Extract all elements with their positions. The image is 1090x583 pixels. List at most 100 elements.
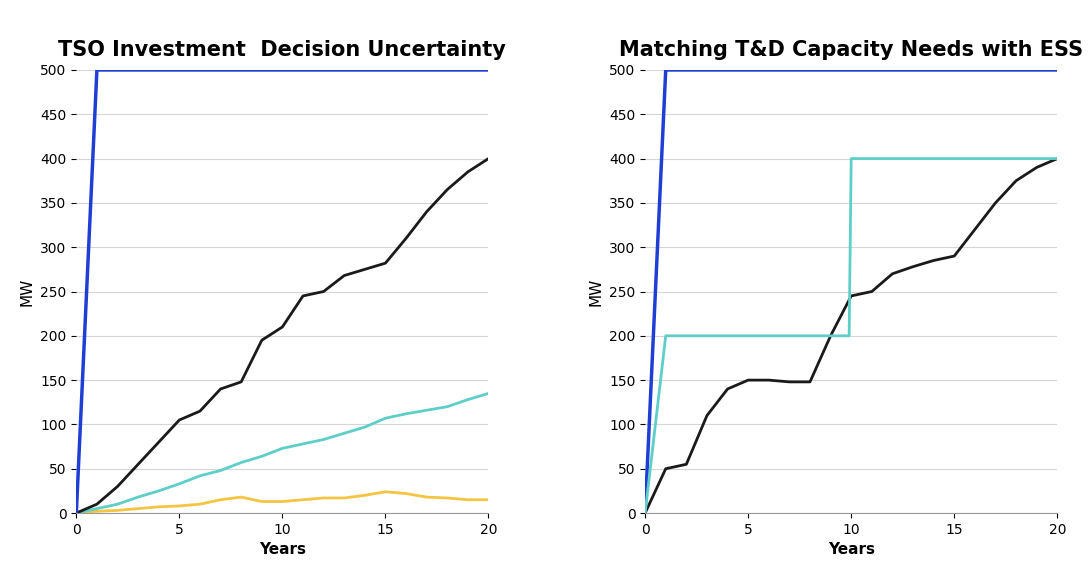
Line: MEDIUM LOAD GROWTH: MEDIUM LOAD GROWTH — [76, 394, 488, 513]
MEDIUM LOAD GROWTH — [193, 472, 206, 479]
LOW LOAD GROWTH — [482, 496, 495, 503]
HIGH LOAD GROWTH — [461, 168, 474, 175]
HIGH LOAD GROWTH — [482, 155, 495, 162]
HIGH LOAD GROWTH — [296, 293, 310, 300]
HIGH LOAD GROWTH — [111, 483, 124, 490]
LOW LOAD GROWTH — [338, 494, 351, 501]
MEDIUM LOAD GROWTH — [482, 390, 495, 397]
Y-axis label: MW: MW — [589, 278, 604, 305]
MEDIUM LOAD GROWTH — [234, 459, 247, 466]
MEDIUM LOAD GROWTH — [440, 403, 453, 410]
LOW LOAD GROWTH — [214, 496, 227, 503]
LOW LOAD GROWTH — [193, 501, 206, 508]
HIGH LOAD GROWTH — [720, 385, 734, 392]
HIGH LOAD GROWTH — [701, 412, 714, 419]
Line: LOW LOAD GROWTH: LOW LOAD GROWTH — [76, 492, 488, 513]
X-axis label: Years: Years — [259, 542, 306, 557]
ENERGY STORAGE — [639, 510, 652, 517]
HIGH LOAD GROWTH — [803, 378, 816, 385]
MEDIUM LOAD GROWTH — [173, 480, 186, 487]
HIGH LOAD GROWTH — [968, 226, 981, 233]
LOW LOAD GROWTH — [359, 492, 372, 499]
LOW LOAD GROWTH — [255, 498, 268, 505]
MEDIUM LOAD GROWTH — [379, 415, 392, 422]
HIGH LOAD GROWTH — [193, 408, 206, 415]
T&D CAPACITY — [639, 510, 652, 517]
HIGH LOAD GROWTH — [783, 378, 796, 385]
Line: HIGH LOAD GROWTH: HIGH LOAD GROWTH — [76, 159, 488, 513]
HIGH LOAD GROWTH — [420, 208, 433, 215]
ENERGY STORAGE — [843, 332, 856, 339]
HIGH LOAD GROWTH — [234, 378, 247, 385]
LOW LOAD GROWTH — [173, 503, 186, 510]
LOW LOAD GROWTH — [111, 507, 124, 514]
HIGH LOAD GROWTH — [886, 271, 899, 278]
MEDIUM LOAD GROWTH — [255, 453, 268, 460]
LOW LOAD GROWTH — [153, 503, 166, 510]
MEDIUM LOAD GROWTH — [111, 501, 124, 508]
MEDIUM LOAD GROWTH — [359, 424, 372, 431]
HIGH LOAD GROWTH — [680, 461, 693, 468]
T&D CAPACITY — [90, 66, 104, 73]
Line: T&D CAPACITY: T&D CAPACITY — [76, 70, 488, 513]
LOW LOAD GROWTH — [420, 494, 433, 501]
MEDIUM LOAD GROWTH — [214, 467, 227, 474]
LOW LOAD GROWTH — [234, 494, 247, 501]
LOW LOAD GROWTH — [90, 508, 104, 515]
HIGH LOAD GROWTH — [865, 288, 879, 295]
MEDIUM LOAD GROWTH — [90, 505, 104, 512]
Line: HIGH LOAD GROWTH: HIGH LOAD GROWTH — [645, 159, 1057, 513]
T&D CAPACITY — [659, 66, 673, 73]
HIGH LOAD GROWTH — [440, 186, 453, 193]
T&D CAPACITY — [70, 510, 83, 517]
ENERGY STORAGE — [1051, 155, 1064, 162]
HIGH LOAD GROWTH — [400, 235, 413, 242]
LOW LOAD GROWTH — [317, 494, 330, 501]
Title: Matching T&D Capacity Needs with ESS: Matching T&D Capacity Needs with ESS — [619, 40, 1083, 60]
LOW LOAD GROWTH — [276, 498, 289, 505]
MEDIUM LOAD GROWTH — [132, 494, 145, 501]
LOW LOAD GROWTH — [440, 494, 453, 501]
HIGH LOAD GROWTH — [762, 377, 775, 384]
ENERGY STORAGE — [649, 421, 662, 428]
LOW LOAD GROWTH — [400, 490, 413, 497]
HIGH LOAD GROWTH — [255, 337, 268, 344]
MEDIUM LOAD GROWTH — [70, 510, 83, 517]
LOW LOAD GROWTH — [296, 496, 310, 503]
T&D CAPACITY — [482, 66, 495, 73]
HIGH LOAD GROWTH — [947, 252, 960, 259]
HIGH LOAD GROWTH — [173, 416, 186, 423]
X-axis label: Years: Years — [827, 542, 874, 557]
Line: ENERGY STORAGE: ENERGY STORAGE — [645, 159, 1057, 513]
LOW LOAD GROWTH — [132, 505, 145, 512]
HIGH LOAD GROWTH — [639, 510, 652, 517]
MEDIUM LOAD GROWTH — [420, 407, 433, 414]
HIGH LOAD GROWTH — [989, 199, 1002, 206]
HIGH LOAD GROWTH — [379, 259, 392, 266]
Title: TSO Investment  Decision Uncertainty: TSO Investment Decision Uncertainty — [59, 40, 507, 60]
LOW LOAD GROWTH — [379, 489, 392, 496]
HIGH LOAD GROWTH — [907, 263, 920, 270]
HIGH LOAD GROWTH — [276, 324, 289, 331]
HIGH LOAD GROWTH — [928, 257, 941, 264]
MEDIUM LOAD GROWTH — [296, 440, 310, 447]
LOW LOAD GROWTH — [70, 510, 83, 517]
HIGH LOAD GROWTH — [132, 461, 145, 468]
HIGH LOAD GROWTH — [317, 288, 330, 295]
HIGH LOAD GROWTH — [214, 385, 227, 392]
MEDIUM LOAD GROWTH — [153, 487, 166, 494]
HIGH LOAD GROWTH — [70, 510, 83, 517]
HIGH LOAD GROWTH — [338, 272, 351, 279]
HIGH LOAD GROWTH — [845, 293, 858, 300]
HIGH LOAD GROWTH — [1030, 164, 1043, 171]
HIGH LOAD GROWTH — [90, 501, 104, 508]
HIGH LOAD GROWTH — [1009, 177, 1022, 184]
T&D CAPACITY — [1051, 66, 1064, 73]
MEDIUM LOAD GROWTH — [461, 396, 474, 403]
MEDIUM LOAD GROWTH — [400, 410, 413, 417]
LOW LOAD GROWTH — [461, 496, 474, 503]
HIGH LOAD GROWTH — [153, 438, 166, 445]
HIGH LOAD GROWTH — [741, 377, 754, 384]
MEDIUM LOAD GROWTH — [317, 436, 330, 443]
HIGH LOAD GROWTH — [1051, 155, 1064, 162]
